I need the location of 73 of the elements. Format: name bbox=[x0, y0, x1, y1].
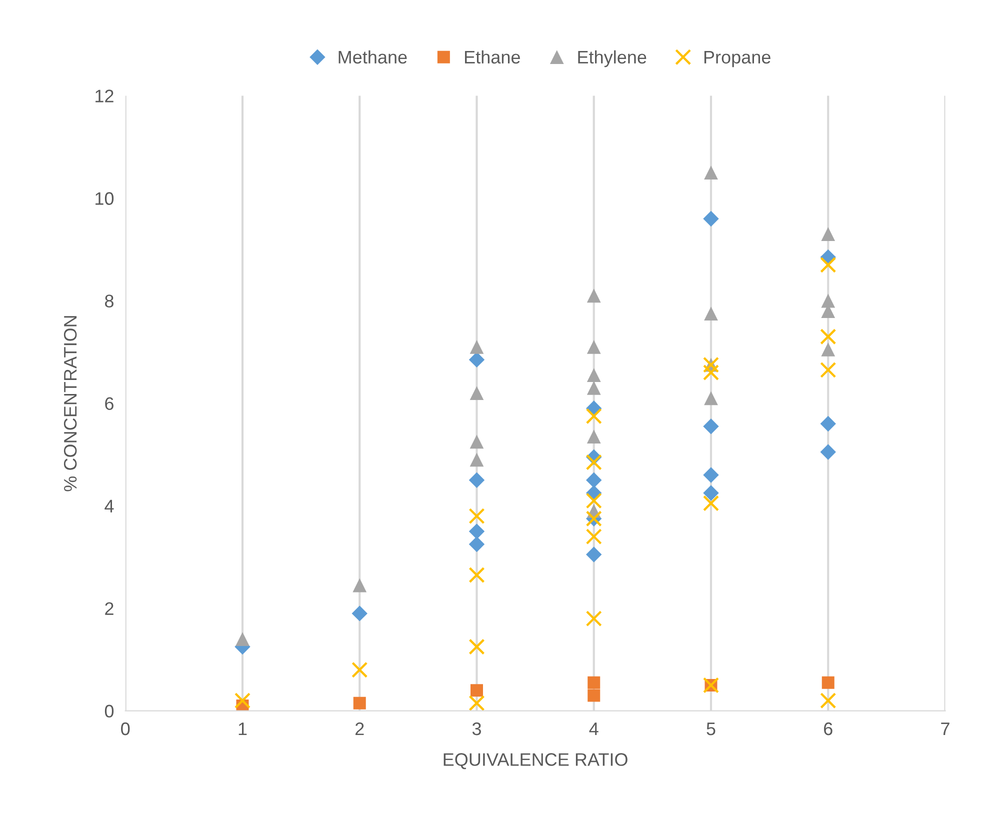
point bbox=[703, 485, 719, 501]
legend-label: Ethane bbox=[465, 50, 520, 64]
point bbox=[352, 662, 368, 678]
point bbox=[586, 546, 602, 562]
x-tick-label: 4 bbox=[589, 722, 598, 736]
point bbox=[468, 472, 485, 488]
point bbox=[468, 524, 485, 540]
point bbox=[468, 508, 485, 524]
point bbox=[468, 566, 485, 584]
point bbox=[470, 340, 484, 354]
y-tick-label: 6 bbox=[105, 397, 114, 410]
point bbox=[586, 380, 601, 395]
point bbox=[820, 444, 836, 460]
point bbox=[820, 256, 836, 273]
legend-label: Ethylene bbox=[578, 50, 646, 68]
y-tick-label: 4 bbox=[104, 500, 114, 512]
point bbox=[470, 434, 484, 449]
point bbox=[588, 689, 600, 702]
point bbox=[586, 454, 602, 470]
x-tick-label: 5 bbox=[706, 722, 716, 736]
point bbox=[704, 306, 718, 321]
x-tick-label: 7 bbox=[941, 722, 950, 736]
x-tick-label: 0 bbox=[121, 722, 130, 736]
point bbox=[588, 676, 600, 689]
point bbox=[352, 606, 368, 622]
point bbox=[703, 467, 719, 483]
point bbox=[820, 328, 836, 345]
point bbox=[704, 391, 718, 406]
point bbox=[586, 408, 602, 424]
point bbox=[236, 632, 250, 646]
x-tick-label: 2 bbox=[356, 722, 364, 736]
point bbox=[703, 210, 719, 227]
point bbox=[586, 528, 602, 545]
point bbox=[820, 362, 836, 378]
legend-label: Methane bbox=[338, 50, 407, 64]
point bbox=[822, 676, 834, 689]
point bbox=[704, 166, 718, 180]
y-tick-label: 2 bbox=[105, 602, 114, 615]
point bbox=[586, 288, 601, 303]
y-tick-label: 0 bbox=[104, 704, 114, 718]
legend-label: Propane bbox=[704, 50, 770, 68]
point bbox=[586, 492, 602, 509]
point bbox=[821, 342, 836, 356]
point bbox=[234, 692, 251, 709]
point bbox=[352, 578, 367, 592]
point bbox=[470, 452, 484, 467]
point bbox=[703, 418, 719, 434]
point bbox=[821, 227, 836, 242]
point bbox=[702, 364, 720, 381]
point bbox=[586, 610, 602, 627]
point bbox=[468, 536, 485, 552]
point bbox=[470, 684, 483, 697]
x-tick-label: 6 bbox=[824, 722, 832, 736]
point bbox=[468, 352, 485, 368]
point bbox=[820, 692, 836, 709]
x-axis-title: EQUIVALENCE RATIO bbox=[444, 753, 628, 770]
point bbox=[586, 472, 602, 488]
point bbox=[586, 368, 601, 382]
point bbox=[468, 695, 485, 711]
y-tick-label: 8 bbox=[105, 294, 114, 308]
x-tick-label: 3 bbox=[472, 722, 481, 736]
point bbox=[586, 340, 601, 354]
point bbox=[470, 386, 484, 400]
x-tick-label: 1 bbox=[238, 722, 247, 736]
point bbox=[820, 416, 836, 432]
point bbox=[353, 696, 366, 710]
point bbox=[821, 294, 836, 308]
y-tick-label: 12 bbox=[96, 90, 114, 102]
y-axis-title: % CONCENTRATION bbox=[64, 316, 77, 492]
y-tick-label: 10 bbox=[96, 192, 114, 205]
point bbox=[468, 638, 485, 655]
point bbox=[586, 430, 601, 444]
point bbox=[702, 495, 720, 512]
